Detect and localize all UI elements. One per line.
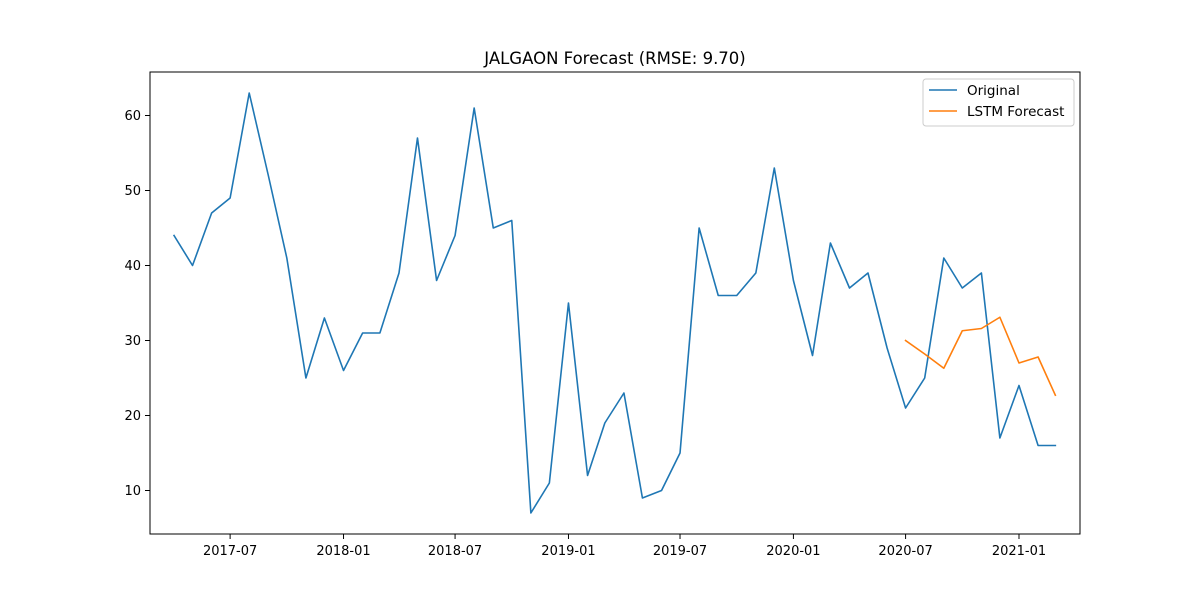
series-line-original — [172, 92, 1057, 514]
legend-label: LSTM Forecast — [967, 104, 1064, 120]
x-tick-label: 2021-01 — [992, 544, 1046, 559]
x-tick-label: 2018-01 — [316, 544, 370, 559]
y-tick-label: 20 — [124, 409, 141, 424]
legend-label: Original — [967, 83, 1020, 99]
y-axis: 10 20 30 40 50 60 — [124, 109, 150, 499]
y-tick-label: 30 — [124, 334, 141, 349]
y-tick-label: 60 — [124, 109, 141, 124]
y-tick-label: 40 — [124, 259, 141, 274]
y-tick-label: 50 — [124, 184, 141, 199]
x-tick-label: 2017-07 — [203, 544, 257, 559]
x-tick-label: 2020-01 — [766, 544, 820, 559]
chart-title: JALGAON Forecast (RMSE: 9.70) — [483, 49, 746, 68]
plot-area — [172, 92, 1057, 514]
series-line-lstm-forecast — [904, 316, 1057, 397]
x-tick-label: 2019-07 — [653, 544, 707, 559]
x-tick-label: 2020-07 — [878, 544, 932, 559]
y-tick-label: 10 — [124, 484, 141, 499]
x-axis: 2017-07 2018-01 2018-07 2019-01 2019-07 2020-… — [203, 534, 1046, 559]
x-tick-label: 2019-01 — [541, 544, 595, 559]
legend-box — [922, 78, 1075, 127]
x-tick-label: 2018-07 — [428, 544, 482, 559]
axes-frame — [149, 71, 1081, 535]
legend: Original LSTM Forecast — [922, 78, 1075, 127]
